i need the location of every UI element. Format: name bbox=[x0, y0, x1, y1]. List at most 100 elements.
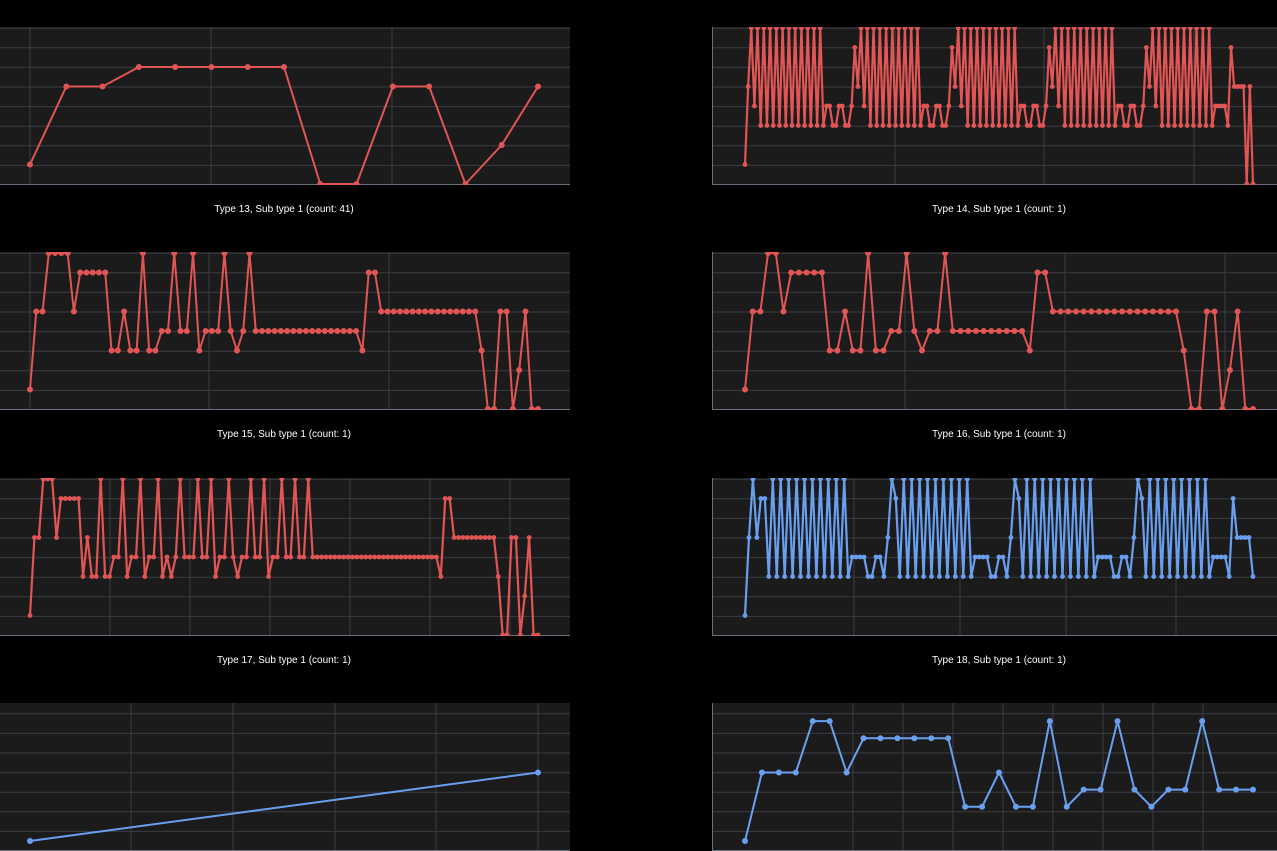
data-point bbox=[1065, 27, 1071, 31]
data-point bbox=[999, 27, 1005, 31]
data-point bbox=[750, 478, 756, 482]
data-point bbox=[792, 769, 799, 776]
data-point bbox=[171, 252, 178, 256]
data-point bbox=[195, 478, 201, 482]
data-point bbox=[292, 478, 298, 482]
data-point bbox=[858, 27, 864, 31]
data-point bbox=[45, 252, 52, 256]
data-point bbox=[1234, 535, 1240, 540]
data-point bbox=[76, 496, 81, 501]
data-point bbox=[274, 554, 280, 560]
data-point bbox=[107, 574, 112, 579]
data-point bbox=[376, 554, 382, 560]
data-point bbox=[992, 574, 998, 579]
data-point bbox=[498, 142, 505, 148]
data-point bbox=[422, 308, 429, 315]
data-point bbox=[270, 554, 276, 560]
data-point bbox=[874, 123, 880, 128]
data-point bbox=[1103, 554, 1109, 560]
data-point bbox=[1072, 478, 1077, 482]
data-point bbox=[332, 554, 338, 560]
data-point bbox=[281, 64, 287, 70]
data-point bbox=[864, 27, 870, 31]
data-point bbox=[1125, 123, 1130, 128]
data-point bbox=[1199, 718, 1206, 725]
data-point bbox=[473, 535, 479, 540]
data-point bbox=[459, 308, 466, 315]
data-point bbox=[513, 535, 519, 540]
data-point bbox=[1180, 347, 1187, 354]
data-point bbox=[434, 554, 439, 560]
data-point bbox=[780, 27, 786, 31]
data-point bbox=[1075, 574, 1081, 579]
data-point bbox=[853, 554, 859, 560]
data-point bbox=[1226, 574, 1232, 579]
data-point bbox=[926, 328, 933, 334]
data-point bbox=[173, 554, 179, 560]
data-point bbox=[880, 347, 887, 354]
data-point bbox=[810, 478, 815, 482]
data-point bbox=[389, 83, 396, 90]
data-point bbox=[389, 554, 395, 560]
data-point bbox=[1153, 103, 1159, 109]
data-point bbox=[58, 496, 64, 501]
data-point bbox=[761, 27, 767, 31]
data-point bbox=[108, 347, 115, 354]
data-point bbox=[453, 308, 460, 315]
data-point bbox=[1079, 478, 1085, 482]
data-point bbox=[336, 554, 342, 560]
data-point bbox=[782, 574, 788, 579]
data-point bbox=[948, 478, 954, 482]
data-point bbox=[996, 769, 1002, 776]
data-point bbox=[1006, 27, 1011, 31]
data-point bbox=[968, 574, 974, 579]
data-point bbox=[62, 496, 68, 501]
data-point bbox=[1218, 554, 1224, 560]
data-point bbox=[933, 478, 938, 482]
data-point bbox=[849, 103, 855, 109]
data-point bbox=[976, 554, 982, 560]
data-point bbox=[1225, 123, 1231, 128]
data-point bbox=[880, 123, 886, 128]
data-point bbox=[877, 554, 883, 560]
data-point bbox=[1063, 803, 1070, 810]
data-point bbox=[309, 328, 316, 334]
data-point bbox=[45, 478, 51, 482]
data-point bbox=[403, 554, 408, 560]
data-point bbox=[899, 123, 905, 128]
line-chart bbox=[712, 478, 1277, 636]
data-point bbox=[252, 554, 258, 560]
data-point bbox=[758, 123, 764, 128]
data-point bbox=[120, 478, 126, 482]
data-point bbox=[913, 574, 919, 579]
line-chart bbox=[0, 703, 570, 851]
data-point bbox=[1250, 181, 1256, 185]
data-point bbox=[1247, 84, 1253, 89]
data-point bbox=[226, 478, 232, 482]
data-point bbox=[478, 535, 483, 540]
data-point bbox=[199, 554, 205, 560]
data-point bbox=[742, 613, 748, 618]
data-point bbox=[1159, 574, 1165, 579]
data-point bbox=[962, 803, 969, 810]
data-point bbox=[1150, 27, 1156, 31]
data-point bbox=[955, 27, 961, 31]
data-point bbox=[67, 496, 73, 501]
data-point bbox=[183, 328, 190, 334]
data-point bbox=[1199, 574, 1204, 579]
data-point bbox=[233, 347, 240, 354]
data-point bbox=[460, 535, 466, 540]
data-point bbox=[127, 347, 134, 354]
data-point bbox=[213, 574, 218, 579]
data-point bbox=[1203, 308, 1210, 315]
data-point bbox=[1142, 308, 1149, 315]
data-point bbox=[1068, 123, 1074, 128]
data-point bbox=[177, 328, 184, 334]
data-point bbox=[964, 478, 970, 482]
data-point bbox=[1242, 535, 1248, 540]
data-point bbox=[246, 252, 253, 256]
data-point bbox=[497, 308, 504, 315]
data-point bbox=[346, 328, 353, 334]
data-point bbox=[755, 27, 760, 31]
data-point bbox=[244, 64, 251, 70]
